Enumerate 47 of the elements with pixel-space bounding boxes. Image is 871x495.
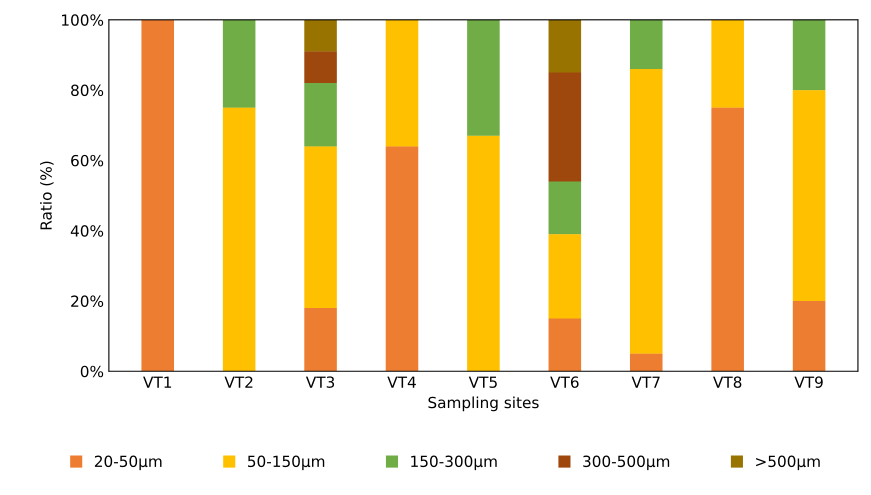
x-tick-label: VT9 <box>794 376 823 388</box>
bar <box>630 69 663 354</box>
x-tick-label: VT5 <box>468 376 497 388</box>
x-tick-label: VT4 <box>387 376 416 388</box>
bar <box>386 20 418 146</box>
bar <box>548 72 582 182</box>
bar <box>304 51 337 84</box>
bar <box>548 181 582 234</box>
bar <box>304 83 337 146</box>
bar <box>792 90 826 301</box>
bar <box>467 136 500 372</box>
x-tick-label: VT1 <box>143 376 172 388</box>
y-tick-label: 40% <box>70 225 104 237</box>
bar <box>711 20 744 108</box>
bar <box>386 146 418 372</box>
bar <box>548 20 582 73</box>
y-tick-label: 80% <box>71 84 104 96</box>
bar <box>548 234 582 319</box>
legend-label: 50-150µm <box>248 456 324 470</box>
y-tick-label: 100% <box>62 14 104 26</box>
y-axis-title: Ratio (%) <box>40 162 54 230</box>
bar <box>792 300 826 372</box>
bar <box>222 108 256 372</box>
legend-label: >500µm <box>756 456 820 470</box>
x-axis-title: Sampling sites <box>428 396 539 412</box>
x-tick-label: VT8 <box>713 376 742 388</box>
bar <box>792 20 826 90</box>
y-tick-label: 0% <box>80 366 104 378</box>
bar <box>304 308 337 372</box>
bar <box>304 20 337 52</box>
legend-label: 20-50µm <box>94 456 162 470</box>
bar <box>630 20 663 70</box>
bar <box>304 146 337 308</box>
x-tick-label: VT3 <box>306 376 334 388</box>
bar <box>630 354 663 372</box>
x-tick-label: VT7 <box>632 376 660 388</box>
y-tick-label: 60% <box>71 154 104 166</box>
y-tick-label: 20% <box>71 295 104 307</box>
bar <box>548 318 582 372</box>
bar <box>467 20 500 136</box>
legend-label: 150-300µm <box>411 456 497 470</box>
x-tick-label: VT6 <box>550 376 579 388</box>
bar <box>222 20 256 108</box>
bar <box>141 20 174 372</box>
x-tick-label: VT2 <box>224 376 252 388</box>
bar <box>711 108 744 372</box>
legend-label: 300-500µm <box>583 456 670 470</box>
